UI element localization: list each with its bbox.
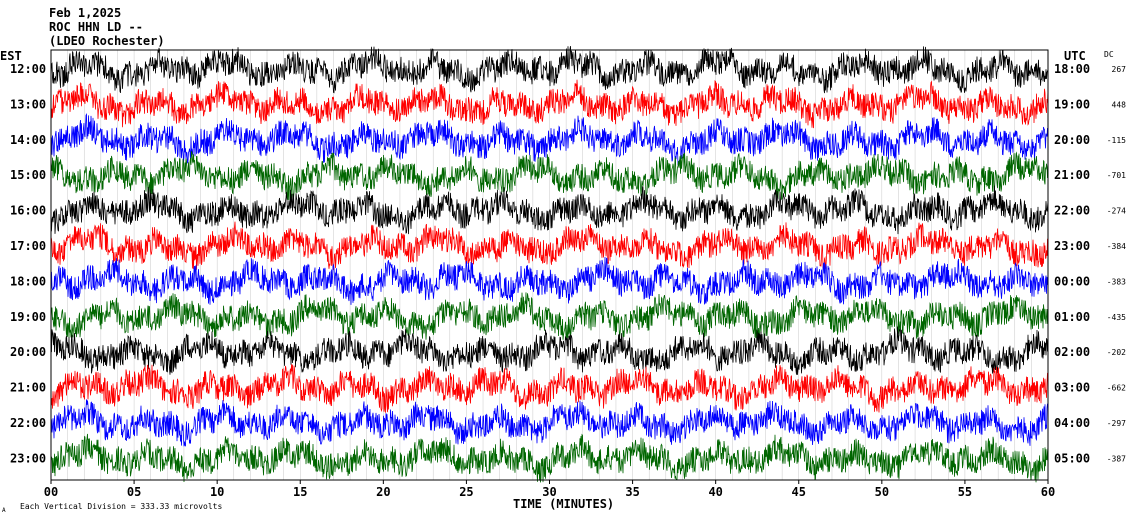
dc-offset-label: 448 bbox=[1112, 100, 1127, 109]
utc-time-label: 22:00 bbox=[1054, 204, 1090, 218]
x-tick-label: 50 bbox=[875, 485, 889, 499]
x-tick-label: 55 bbox=[958, 485, 972, 499]
seismic-trace bbox=[50, 292, 1049, 340]
seismic-trace bbox=[50, 79, 1049, 129]
est-time-label: 19:00 bbox=[10, 310, 46, 324]
footer-note: Each Vertical Division = 333.33 microvol… bbox=[20, 502, 222, 511]
left-axis-title: EST bbox=[0, 49, 22, 63]
est-time-label: 18:00 bbox=[10, 274, 46, 288]
est-time-label: 21:00 bbox=[10, 381, 46, 395]
x-tick-label: 25 bbox=[459, 485, 473, 499]
header-date: Feb 1,2025 bbox=[49, 6, 121, 20]
x-tick-label: 30 bbox=[542, 485, 556, 499]
labels: 00 05 10 15 20 25 30 35 40 45 50 55 60 12:00 18:00 267 1… bbox=[10, 62, 1126, 499]
dc-offset-label: -297 bbox=[1107, 419, 1126, 428]
x-axis-title: TIME (MINUTES) bbox=[513, 497, 614, 511]
x-tick-label: 20 bbox=[376, 485, 390, 499]
seismic-trace bbox=[50, 185, 1049, 235]
utc-time-label: 05:00 bbox=[1054, 451, 1090, 465]
x-tick-label: 40 bbox=[708, 485, 722, 499]
dc-offset-label: -383 bbox=[1107, 277, 1126, 286]
utc-time-label: 04:00 bbox=[1054, 416, 1090, 430]
seismic-trace bbox=[50, 151, 1049, 201]
x-tick-label: 00 bbox=[44, 485, 58, 499]
dc-offset-label: 267 bbox=[1112, 65, 1127, 74]
utc-time-label: 18:00 bbox=[1054, 62, 1090, 76]
utc-time-label: 03:00 bbox=[1054, 381, 1090, 395]
utc-time-label: 01:00 bbox=[1054, 310, 1090, 324]
x-tick-label: 10 bbox=[210, 485, 224, 499]
dc-offset-label: -662 bbox=[1107, 384, 1126, 393]
x-tick-label: 45 bbox=[792, 485, 806, 499]
seismic-trace bbox=[50, 433, 1049, 483]
x-tick-label: 15 bbox=[293, 485, 307, 499]
utc-time-label: 00:00 bbox=[1054, 274, 1090, 288]
seismic-trace bbox=[50, 364, 1049, 413]
dc-offset-label: -384 bbox=[1107, 242, 1126, 251]
x-tick-label: 60 bbox=[1041, 485, 1055, 499]
dc-title: DC bbox=[1104, 50, 1114, 59]
est-time-label: 17:00 bbox=[10, 239, 46, 253]
dc-offset-label: -387 bbox=[1107, 454, 1126, 463]
header-location: (LDEO Rochester) bbox=[49, 34, 165, 48]
seismic-trace bbox=[50, 113, 1049, 166]
traces bbox=[50, 46, 1049, 483]
dc-offset-label: -202 bbox=[1107, 348, 1126, 357]
right-axis-title: UTC bbox=[1064, 49, 1086, 63]
seismic-trace bbox=[50, 46, 1049, 94]
utc-time-label: 21:00 bbox=[1054, 168, 1090, 182]
utc-time-label: 02:00 bbox=[1054, 345, 1090, 359]
seismic-trace bbox=[50, 221, 1049, 270]
est-time-label: 20:00 bbox=[10, 345, 46, 359]
seismic-trace bbox=[50, 399, 1049, 447]
x-tick-label: 35 bbox=[625, 485, 639, 499]
header-station: ROC HHN LD -- bbox=[49, 20, 143, 34]
corner-mark: A bbox=[2, 507, 6, 514]
est-time-label: 13:00 bbox=[10, 97, 46, 111]
dc-offset-label: -435 bbox=[1107, 313, 1126, 322]
dc-offset-label: -115 bbox=[1107, 136, 1126, 145]
est-time-label: 12:00 bbox=[10, 62, 46, 76]
seismic-trace bbox=[50, 256, 1049, 305]
est-time-label: 23:00 bbox=[10, 451, 46, 465]
est-time-label: 16:00 bbox=[10, 204, 46, 218]
est-time-label: 22:00 bbox=[10, 416, 46, 430]
dc-offset-label: -274 bbox=[1107, 207, 1126, 216]
utc-time-label: 23:00 bbox=[1054, 239, 1090, 253]
est-time-label: 14:00 bbox=[10, 133, 46, 147]
x-tick-label: 05 bbox=[127, 485, 141, 499]
dc-offset-label: -701 bbox=[1107, 171, 1126, 180]
utc-time-label: 19:00 bbox=[1054, 97, 1090, 111]
utc-time-label: 20:00 bbox=[1054, 133, 1090, 147]
seismic-trace bbox=[50, 326, 1049, 375]
est-time-label: 15:00 bbox=[10, 168, 46, 182]
